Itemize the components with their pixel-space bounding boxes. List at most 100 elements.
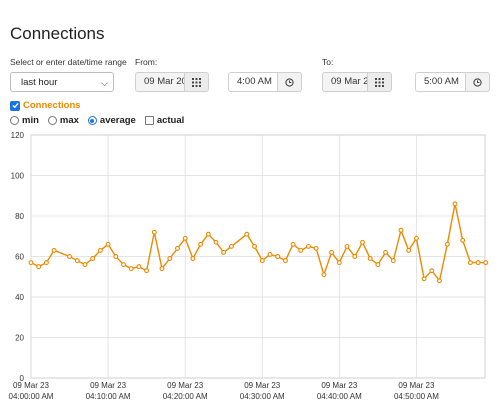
data-point <box>213 239 219 245</box>
data-point <box>228 243 234 249</box>
y-tick-label: 20 <box>15 334 24 343</box>
data-point <box>67 254 72 259</box>
connections-label: Connections <box>23 100 81 111</box>
data-point <box>74 258 80 264</box>
to-label: To: <box>322 57 334 67</box>
connections-checkbox[interactable] <box>10 100 20 111</box>
y-tick-label: 0 <box>20 374 25 383</box>
average-option[interactable]: average <box>87 115 136 126</box>
data-point <box>275 254 281 259</box>
data-point <box>360 239 365 245</box>
chevron-down-icon: ⌵ <box>101 78 108 88</box>
aggregation-options: min max average actual <box>10 115 193 126</box>
x-tick-time-label: 04:30:00 AM <box>240 392 285 401</box>
average-label: average <box>99 115 136 126</box>
data-point <box>344 243 350 249</box>
data-point <box>113 254 119 259</box>
data-point <box>444 241 450 247</box>
clock-icon <box>473 77 482 87</box>
data-point <box>437 278 442 284</box>
y-tick-label: 80 <box>15 212 24 221</box>
data-point <box>282 258 288 264</box>
x-tick-time-label: 04:40:00 AM <box>317 392 362 401</box>
y-tick-label: 40 <box>15 293 24 302</box>
data-point <box>367 256 373 261</box>
data-point <box>136 264 142 270</box>
from-date-input[interactable]: 09 Mar 2023 <box>135 72 185 92</box>
data-point <box>267 252 273 257</box>
to-time-input[interactable]: 5:00 AM <box>415 72 466 92</box>
data-point <box>121 262 126 268</box>
data-point <box>398 227 404 233</box>
data-point <box>336 260 342 266</box>
x-tick-time-label: 04:50:00 AM <box>394 392 439 401</box>
x-tick-date-label: 09 Mar 23 <box>167 381 204 390</box>
data-point <box>329 249 335 255</box>
x-tick-date-label: 09 Mar 23 <box>398 381 435 390</box>
from-time-group: 4:00 AM <box>228 72 302 92</box>
actual-label: actual <box>156 115 185 126</box>
x-tick-time-label: 04:20:00 AM <box>163 392 208 401</box>
data-point <box>413 235 419 241</box>
data-point <box>421 276 427 282</box>
max-label: max <box>59 115 79 126</box>
data-point <box>483 260 489 266</box>
data-point <box>128 266 134 272</box>
data-point <box>321 272 327 278</box>
data-point <box>460 237 466 243</box>
data-point <box>190 256 196 261</box>
from-clock-button[interactable] <box>278 72 302 92</box>
data-point <box>167 256 173 261</box>
x-tick-time-label: 04:00:00 AM <box>9 392 54 401</box>
x-tick-date-label: 09 Mar 23 <box>244 381 281 390</box>
x-tick-date-label: 09 Mar 23 <box>321 381 358 390</box>
min-radio[interactable] <box>10 116 19 125</box>
data-point <box>51 247 57 253</box>
x-tick-date-label: 09 Mar 23 <box>90 381 127 390</box>
connections-toggle[interactable]: Connections <box>10 100 81 111</box>
to-clock-button[interactable] <box>466 72 490 92</box>
range-select-value: last hour <box>21 77 58 88</box>
range-select[interactable]: last hour ⌵ <box>10 72 114 92</box>
x-tick-time-label: 04:10:00 AM <box>86 392 131 401</box>
min-option[interactable]: min <box>10 115 39 126</box>
to-calendar-button[interactable] <box>368 72 392 92</box>
average-radio[interactable] <box>87 116 97 125</box>
min-label: min <box>22 115 39 126</box>
data-point <box>467 260 473 266</box>
checkmark-icon <box>11 102 19 109</box>
actual-option[interactable]: actual <box>144 115 185 126</box>
data-point <box>352 254 358 259</box>
data-point <box>452 201 458 207</box>
data-point <box>144 268 150 274</box>
data-point <box>182 235 188 241</box>
from-calendar-button[interactable] <box>185 72 209 92</box>
data-point <box>244 231 250 237</box>
data-point <box>306 243 311 249</box>
from-time-input[interactable]: 4:00 AM <box>228 72 278 92</box>
data-point <box>290 241 296 247</box>
to-date-input[interactable]: 09 Mar 2023 <box>322 72 368 92</box>
x-tick-date-label: 09 Mar 23 <box>13 381 50 390</box>
actual-checkbox[interactable] <box>144 116 154 125</box>
data-point <box>390 258 396 264</box>
data-point <box>97 247 103 253</box>
data-point <box>159 266 165 272</box>
to-date-group: 09 Mar 2023 <box>322 72 392 92</box>
clock-icon <box>285 77 294 87</box>
data-point <box>43 260 49 266</box>
data-point <box>82 262 88 268</box>
to-time-group: 5:00 AM <box>415 72 490 92</box>
data-point <box>105 241 111 247</box>
series-line <box>30 203 486 283</box>
data-point <box>198 241 204 247</box>
y-tick-label: 120 <box>11 131 25 140</box>
y-tick-label: 100 <box>11 172 25 181</box>
data-point <box>151 229 157 235</box>
data-point <box>36 264 42 270</box>
data-point <box>221 249 227 255</box>
max-radio[interactable] <box>47 116 57 125</box>
data-point <box>28 260 34 266</box>
max-option[interactable]: max <box>47 115 79 126</box>
data-point <box>475 260 481 266</box>
